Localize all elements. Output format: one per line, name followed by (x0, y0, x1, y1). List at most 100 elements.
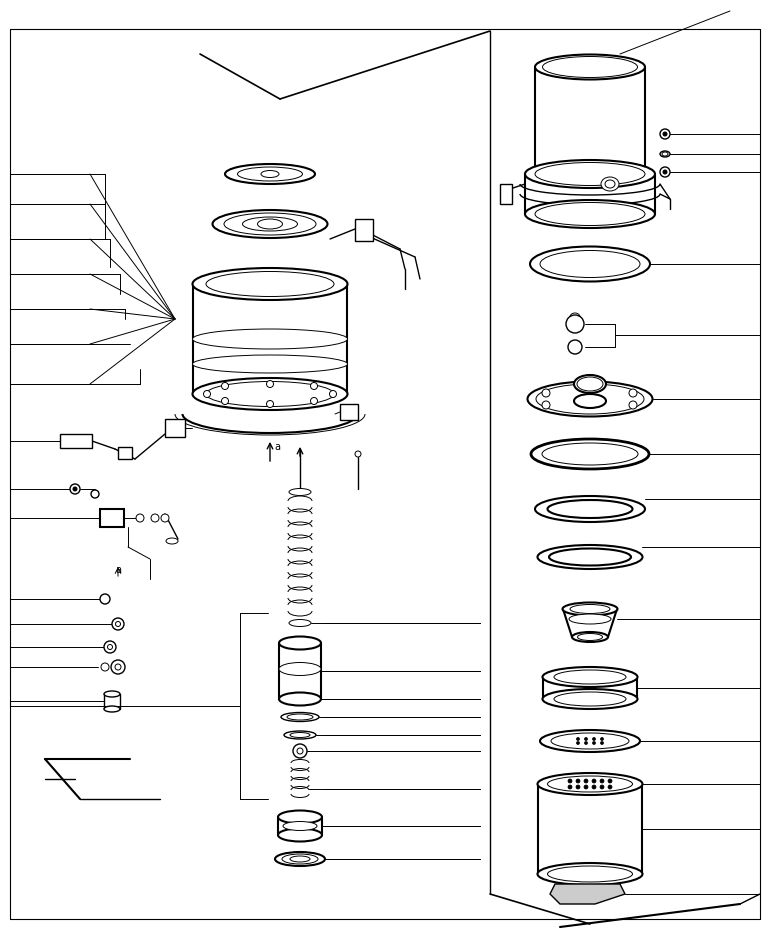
Ellipse shape (237, 168, 303, 182)
Ellipse shape (206, 272, 334, 297)
Bar (340, 405, 358, 420)
Circle shape (111, 661, 125, 675)
Circle shape (73, 487, 77, 492)
Circle shape (104, 641, 116, 653)
Bar (118, 447, 132, 459)
Ellipse shape (577, 378, 603, 392)
Ellipse shape (569, 614, 611, 625)
Circle shape (592, 785, 596, 789)
Circle shape (204, 391, 211, 398)
Ellipse shape (577, 634, 602, 641)
Ellipse shape (289, 620, 311, 626)
Circle shape (663, 171, 667, 174)
Ellipse shape (537, 546, 643, 570)
Bar (165, 419, 185, 437)
Circle shape (115, 622, 120, 626)
Ellipse shape (554, 692, 626, 706)
Circle shape (566, 316, 584, 334)
Circle shape (593, 738, 595, 741)
Ellipse shape (279, 663, 321, 676)
Ellipse shape (290, 856, 310, 862)
Ellipse shape (193, 379, 348, 410)
Circle shape (542, 390, 550, 397)
Ellipse shape (278, 829, 322, 842)
Ellipse shape (278, 811, 322, 824)
Ellipse shape (261, 172, 279, 178)
Circle shape (629, 402, 637, 409)
Ellipse shape (193, 269, 348, 301)
Circle shape (601, 738, 604, 741)
Circle shape (91, 491, 99, 498)
Circle shape (101, 664, 109, 671)
Ellipse shape (572, 632, 608, 642)
Ellipse shape (283, 821, 317, 831)
Ellipse shape (275, 852, 325, 866)
Ellipse shape (551, 733, 629, 749)
Ellipse shape (287, 715, 313, 720)
Circle shape (601, 741, 604, 744)
Ellipse shape (543, 690, 637, 709)
Ellipse shape (537, 863, 643, 885)
Ellipse shape (525, 161, 655, 188)
Circle shape (576, 780, 580, 783)
Ellipse shape (574, 394, 606, 408)
Ellipse shape (193, 329, 348, 350)
Circle shape (267, 381, 274, 388)
Circle shape (310, 383, 317, 390)
Ellipse shape (554, 670, 626, 684)
Circle shape (608, 785, 612, 789)
Circle shape (576, 741, 580, 744)
Circle shape (576, 738, 580, 741)
Ellipse shape (166, 538, 178, 545)
Ellipse shape (535, 203, 645, 226)
Ellipse shape (540, 730, 640, 753)
Ellipse shape (535, 56, 645, 81)
Text: a: a (274, 442, 280, 452)
Circle shape (629, 390, 637, 397)
Ellipse shape (570, 605, 610, 613)
Ellipse shape (543, 667, 637, 688)
Ellipse shape (104, 706, 120, 712)
Circle shape (267, 401, 274, 408)
Ellipse shape (605, 181, 615, 188)
Ellipse shape (548, 500, 633, 519)
Bar (100, 509, 124, 527)
Circle shape (584, 780, 588, 783)
Ellipse shape (279, 693, 321, 705)
Circle shape (100, 594, 110, 604)
Circle shape (329, 391, 336, 398)
Circle shape (222, 383, 229, 390)
Ellipse shape (535, 163, 645, 187)
Circle shape (584, 741, 587, 744)
Ellipse shape (525, 200, 655, 229)
Circle shape (593, 741, 595, 744)
Circle shape (584, 785, 588, 789)
Ellipse shape (537, 773, 643, 795)
Text: a: a (115, 564, 121, 574)
Ellipse shape (562, 603, 618, 616)
Circle shape (663, 133, 667, 136)
Bar (355, 220, 373, 241)
Ellipse shape (243, 218, 297, 232)
Ellipse shape (601, 178, 619, 192)
Ellipse shape (536, 384, 644, 415)
Ellipse shape (548, 776, 633, 793)
Bar (500, 185, 512, 205)
Circle shape (108, 645, 112, 650)
Ellipse shape (574, 376, 606, 393)
Ellipse shape (281, 713, 319, 722)
Ellipse shape (212, 211, 328, 238)
Ellipse shape (535, 496, 645, 522)
Circle shape (600, 780, 604, 783)
Circle shape (600, 785, 604, 789)
Circle shape (568, 785, 572, 789)
Circle shape (584, 738, 587, 741)
Circle shape (297, 748, 303, 754)
Circle shape (355, 452, 361, 458)
Ellipse shape (660, 152, 670, 158)
Ellipse shape (224, 213, 316, 236)
Ellipse shape (540, 251, 640, 278)
Circle shape (161, 514, 169, 522)
Ellipse shape (225, 165, 315, 185)
Ellipse shape (104, 691, 120, 697)
